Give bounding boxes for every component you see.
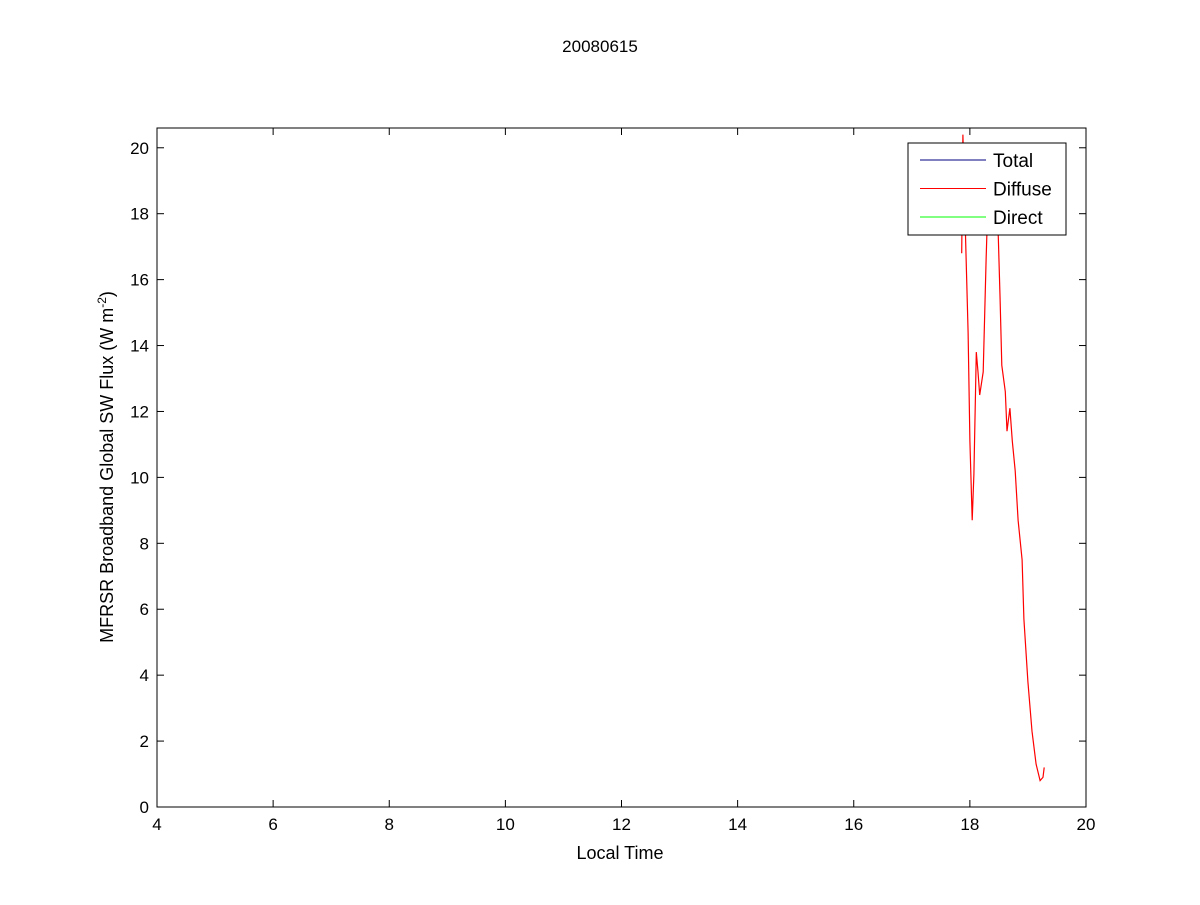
y-tick-label: 14 [130, 337, 149, 356]
y-tick-label: 18 [130, 205, 149, 224]
x-tick-label: 14 [728, 815, 747, 834]
x-tick-label: 10 [496, 815, 515, 834]
chart-title: 20080615 [562, 37, 638, 56]
legend-label-total: Total [993, 151, 1033, 172]
y-tick-label: 6 [140, 600, 149, 619]
y-tick-label: 16 [130, 271, 149, 290]
legend-label-direct: Direct [993, 208, 1043, 229]
x-tick-label: 6 [268, 815, 277, 834]
series-line-diffuse [961, 134, 1045, 782]
y-axis-label-main: MFRSR Broadband Global SW Flux (W m [97, 308, 117, 643]
y-tick-label: 0 [140, 798, 149, 817]
y-tick-label: 2 [140, 732, 149, 751]
x-tick-label: 18 [960, 815, 979, 834]
y-tick-label: 8 [140, 534, 149, 553]
x-tick-label: 20 [1077, 815, 1096, 834]
plot-area [961, 134, 1045, 782]
y-tick-label: 4 [140, 666, 149, 685]
x-axis-label: Local Time [576, 843, 663, 863]
legend-box [907, 142, 1067, 236]
y-tick-label: 12 [130, 402, 149, 421]
y-axis-label-end: ) [97, 291, 117, 297]
x-tick-label: 4 [152, 815, 161, 834]
y-axis-label: MFRSR Broadband Global SW Flux (W m-2) [95, 291, 117, 643]
x-tick-label: 12 [612, 815, 631, 834]
x-tick-label: 8 [385, 815, 394, 834]
y-axis-label-superscript: -2 [95, 297, 109, 308]
y-tick-label: 10 [130, 468, 149, 487]
x-tick-label: 16 [844, 815, 863, 834]
legend: Total Diffuse Direct [907, 142, 1067, 236]
legend-label-diffuse: Diffuse [993, 180, 1052, 201]
y-tick-label: 20 [130, 139, 149, 158]
